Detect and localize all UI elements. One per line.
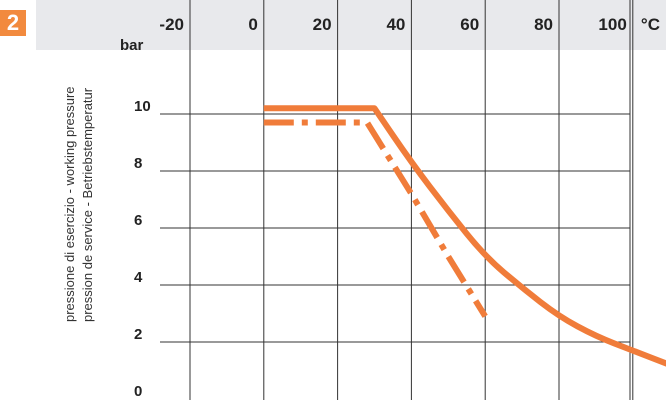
y-unit-label: bar [120,37,144,54]
figure-number-badge: 2 [0,10,26,36]
series-line-1 [263,119,488,318]
grid [160,0,634,400]
x-tick-label-5: 80 [534,15,553,34]
y-tick-labels: 0 2 4 6 8 10 [134,98,151,400]
x-tick-label-4: 60 [460,15,479,34]
x-tick-labels: -20 0 20 40 60 80 100 [159,15,626,34]
x-tick-label-1: 0 [248,15,257,34]
y-tick-label-2: 4 [134,269,143,286]
x-tick-label-6: 100 [598,15,626,34]
y-tick-label-5: 10 [134,98,151,115]
y-tick-label-4: 8 [134,155,142,172]
x-tick-label-3: 40 [386,15,405,34]
y-tick-label-3: 6 [134,212,142,229]
series-layer [263,105,666,367]
y-tick-label-1: 2 [134,326,142,343]
x-tick-label-2: 20 [313,15,332,34]
series-line-0 [263,105,666,367]
x-unit-label: °C [641,15,660,34]
y-tick-label-0: 0 [134,383,142,400]
x-axis-header-band [36,0,666,50]
x-tick-label-0: -20 [159,15,184,34]
